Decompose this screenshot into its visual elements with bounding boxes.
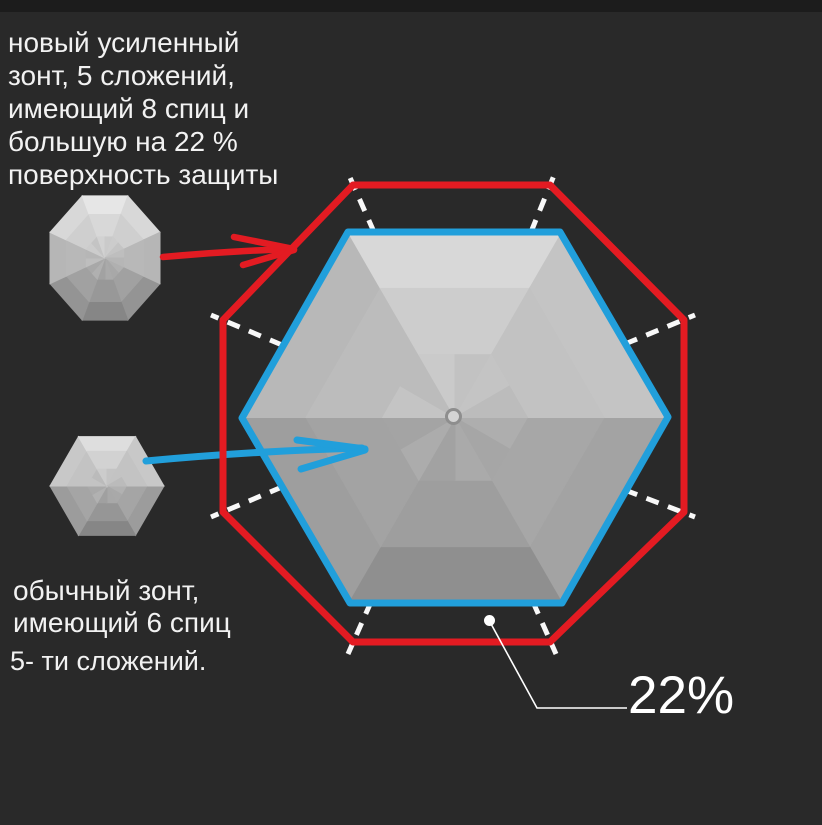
note-line: зонт, 5 сложений, bbox=[8, 60, 235, 91]
canopy-facet bbox=[347, 232, 563, 289]
old-coverage-hexagon-outline bbox=[238, 228, 672, 607]
new-umbrella-octagon-icon bbox=[49, 194, 161, 322]
note-line: новый усиленный bbox=[8, 27, 240, 58]
arrow-barb bbox=[230, 233, 298, 253]
canopy-facet bbox=[81, 195, 129, 215]
note-line: поверхность защиты bbox=[8, 159, 279, 190]
umbrella-tip-ring-icon bbox=[445, 408, 462, 425]
canopy-facet bbox=[77, 520, 137, 536]
top-strip bbox=[0, 0, 822, 12]
arrow-barb bbox=[297, 446, 369, 473]
new-coverage-octagon-outline bbox=[219, 181, 688, 646]
canopy-facet bbox=[104, 257, 125, 268]
spoke-dash bbox=[210, 312, 283, 348]
arrow-shaft bbox=[142, 444, 366, 465]
canopy-facet bbox=[77, 436, 137, 452]
canopy-facet bbox=[81, 301, 129, 321]
canopy-facet bbox=[453, 385, 529, 418]
old-umbrella-note: обычный зонт, имеющий 6 спиц bbox=[13, 575, 231, 639]
old-umbrella-hexagon-icon bbox=[49, 435, 165, 537]
canopy-facet bbox=[105, 476, 128, 487]
spoke-dash bbox=[345, 600, 374, 656]
arrow-barb bbox=[293, 436, 369, 453]
new-umbrella-arrow bbox=[159, 233, 298, 269]
note-line: имеющий 8 спиц и bbox=[8, 93, 250, 124]
leader-line bbox=[489, 621, 627, 709]
arrow-shaft bbox=[159, 245, 297, 261]
spoke-dash bbox=[624, 487, 696, 520]
new-umbrella-note: новый усиленный зонт, 5 сложений, имеющи… bbox=[8, 26, 278, 191]
gain-leader bbox=[484, 615, 627, 709]
note-line: большую на 22 % bbox=[8, 126, 238, 157]
spoke-dashed-lines bbox=[210, 171, 696, 656]
canopy-facet bbox=[49, 231, 67, 285]
spoke-dash bbox=[210, 484, 283, 520]
umbrella-canopy bbox=[241, 231, 669, 603]
gain-percent-label: 22% bbox=[628, 666, 735, 725]
old-umbrella-folds-note: 5- ти сложений. bbox=[10, 646, 207, 676]
old-umbrella-arrow bbox=[142, 436, 369, 473]
note-line: обычный зонт, bbox=[13, 575, 200, 606]
spoke-dash bbox=[624, 312, 696, 347]
spoke-dash bbox=[530, 600, 559, 656]
canopy-facet bbox=[347, 546, 563, 603]
canopy-facet bbox=[143, 231, 161, 285]
leader-dot-icon bbox=[484, 615, 495, 626]
note-line: имеющий 6 спиц bbox=[13, 607, 231, 638]
